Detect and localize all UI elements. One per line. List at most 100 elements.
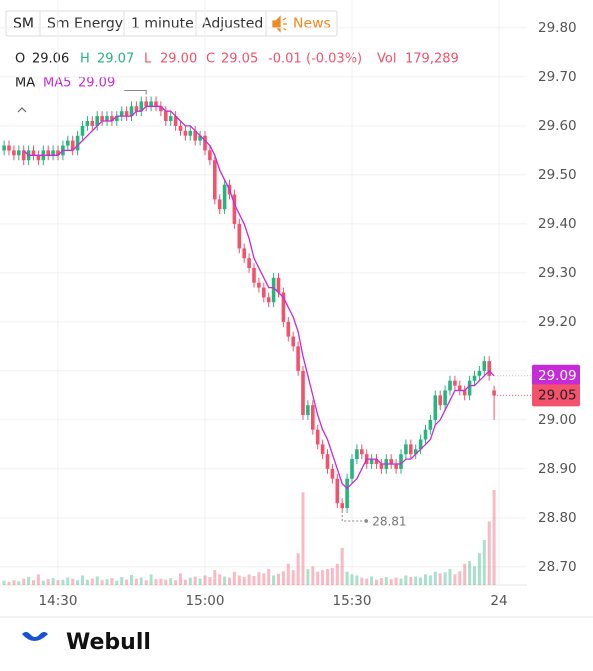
volume-bar: [81, 575, 84, 585]
volume-bar: [17, 581, 21, 585]
volume-bar: [7, 581, 11, 585]
volume-bar: [419, 577, 423, 585]
candle-body: [433, 395, 438, 420]
volume-bar: [281, 571, 285, 585]
candle-body: [286, 321, 291, 337]
candle-body: [311, 405, 315, 430]
candle-body: [340, 503, 344, 509]
volume-bar: [183, 579, 187, 585]
candle-body: [144, 101, 148, 107]
candle-body: [110, 116, 114, 122]
y-tick-label: 29.30: [538, 265, 577, 281]
ma-name: MA5: [43, 76, 71, 91]
volume-bar: [71, 578, 75, 585]
logo-text: Webull: [66, 630, 151, 655]
candle-body: [369, 459, 374, 464]
x-tick-label: 24: [490, 593, 507, 609]
volume-bar: [306, 569, 310, 585]
candle-body: [237, 223, 242, 249]
candle-body: [379, 463, 384, 469]
volume-bar: [85, 579, 89, 585]
candle-body: [296, 346, 300, 371]
candle-body: [232, 194, 237, 224]
volume-bar: [95, 576, 99, 585]
y-tick-label: 29.70: [538, 69, 577, 85]
candle-body: [345, 478, 349, 509]
candle-body: [271, 277, 276, 303]
candle-body: [193, 130, 197, 141]
volume-bar: [208, 577, 212, 585]
volume-bar: [492, 490, 496, 585]
volume-bar: [213, 570, 217, 585]
y-tick-label: 29.80: [538, 20, 577, 36]
volume-bar: [188, 577, 192, 585]
candle-body: [453, 380, 457, 386]
candle-body: [266, 297, 271, 303]
volume-bar: [169, 578, 173, 585]
candle-body: [173, 116, 178, 126]
candle-body: [330, 468, 335, 479]
close-label: C: [206, 52, 215, 67]
candle-body: [51, 150, 55, 156]
candle-body: [70, 140, 75, 151]
volume-bar: [90, 578, 94, 585]
volume-bar: [487, 521, 491, 585]
ma-price-tag: [532, 364, 580, 386]
volume-bar: [105, 579, 109, 585]
candle-body: [105, 116, 109, 122]
news-button[interactable]: News: [293, 16, 331, 32]
volume-bar: [424, 574, 427, 585]
volume-bar: [115, 580, 119, 585]
candle-body: [17, 150, 21, 156]
volume-bar: [223, 576, 227, 585]
candle-body: [301, 370, 305, 415]
volume-bar: [350, 574, 354, 585]
y-tick-label: 28.90: [538, 461, 577, 477]
candle-body: [276, 277, 281, 293]
volume-bar: [473, 566, 476, 585]
candle-body: [12, 150, 16, 156]
candle-body: [428, 419, 433, 430]
header: O 29.06 H 29.07 L 29.00 C 29.05 -0.01 (-…: [15, 52, 459, 113]
volume-value: 179,289: [405, 52, 459, 67]
volume-bar: [41, 580, 45, 585]
volume-bar: [179, 573, 182, 585]
candle-body: [36, 155, 41, 161]
candle-body: [443, 390, 447, 406]
candle-body: [129, 106, 134, 117]
volume-bar: [27, 577, 31, 585]
candle-body: [159, 106, 163, 112]
collapse-toggle[interactable]: [17, 107, 27, 113]
candle-body: [183, 130, 188, 136]
volume-bar: [311, 566, 315, 585]
candle-body: [178, 125, 183, 131]
candle-body: [335, 478, 340, 504]
ma-line: [23, 105, 495, 490]
volume-bar: [443, 572, 447, 585]
candle-body: [188, 130, 193, 136]
candle-body: [467, 380, 472, 396]
volume-bar: [242, 577, 246, 585]
y-tick-label: 29.20: [538, 314, 577, 330]
candle-body: [7, 145, 11, 151]
candle-body: [423, 429, 428, 440]
volume-bar: [370, 576, 374, 585]
candle-body: [208, 150, 212, 161]
change: -0.01: [268, 52, 302, 67]
candle-body: [487, 361, 491, 376]
volume-bar: [46, 579, 50, 585]
volume-bar: [51, 578, 55, 585]
candle-body: [404, 444, 408, 455]
interval[interactable]: 1 minute: [131, 16, 194, 32]
high-label: H: [80, 52, 90, 67]
volume-bar: [399, 578, 403, 585]
candle-body: [2, 145, 6, 151]
candle-body: [247, 258, 251, 269]
adjustment[interactable]: Adjusted: [202, 16, 263, 32]
volume-bar: [301, 492, 305, 585]
open-value: 29.06: [32, 52, 69, 67]
symbol[interactable]: SM: [13, 16, 34, 32]
candle-body: [492, 390, 496, 396]
candle-body: [149, 101, 153, 107]
volume-bar: [277, 573, 280, 585]
